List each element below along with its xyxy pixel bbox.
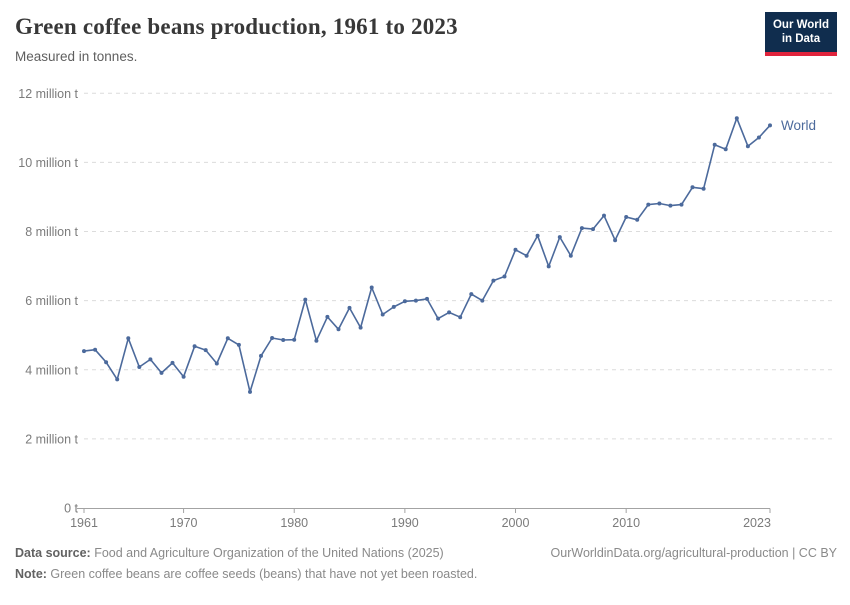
chart-header: Green coffee beans production, 1961 to 2…: [15, 12, 837, 64]
svg-text:12 million t: 12 million t: [18, 87, 78, 101]
chart-subtitle: Measured in tonnes.: [15, 49, 138, 64]
gridlines: [84, 92, 836, 440]
svg-text:6 million t: 6 million t: [25, 294, 78, 308]
svg-text:1970: 1970: [170, 516, 198, 530]
world-series-line[interactable]: [83, 117, 771, 393]
svg-text:2023: 2023: [743, 516, 771, 530]
y-axis-tick-labels: 0 t 2 million t 4 million t 6 million t 8 mi…: [18, 87, 78, 516]
note-label: Note:: [15, 567, 47, 581]
series-entity-label[interactable]: World: [781, 118, 816, 133]
owid-logo-line1: Our World: [772, 19, 829, 31]
owid-logo-line2: in Data: [781, 33, 821, 46]
svg-text:4 million t: 4 million t: [25, 363, 78, 377]
svg-text:1990: 1990: [391, 516, 419, 530]
svg-text:0 t: 0 t: [64, 502, 78, 516]
svg-text:10 million t: 10 million t: [18, 156, 78, 170]
svg-text:8 million t: 8 million t: [25, 225, 78, 239]
svg-text:2000: 2000: [502, 516, 530, 530]
page-title: Green coffee beans production, 1961 to 2…: [15, 14, 458, 39]
owid-logo[interactable]: Our World in Data: [764, 12, 837, 56]
chart-footer: Data source: Food and Agriculture Organi…: [15, 546, 837, 581]
chart-note: Note: Green coffee beans are coffee seed…: [15, 567, 837, 581]
svg-text:1961: 1961: [70, 516, 98, 530]
data-source-text: Food and Agriculture Organization of the…: [90, 546, 444, 560]
svg-text:1980: 1980: [280, 516, 308, 530]
note-text: Green coffee beans are coffee seeds (bea…: [46, 567, 478, 581]
owid-citation-link[interactable]: OurWorldinData.org/agricultural-producti…: [550, 546, 837, 560]
data-source: Data source: Food and Agriculture Organi…: [15, 546, 444, 560]
svg-text:2010: 2010: [612, 516, 640, 530]
x-axis-tick-labels: 1961 1970 1980 1990 2000 2010 2023: [70, 508, 771, 530]
svg-text:2 million t: 2 million t: [25, 432, 78, 446]
data-source-label: Data source:: [15, 546, 91, 560]
world-series-points[interactable]: [82, 116, 772, 394]
